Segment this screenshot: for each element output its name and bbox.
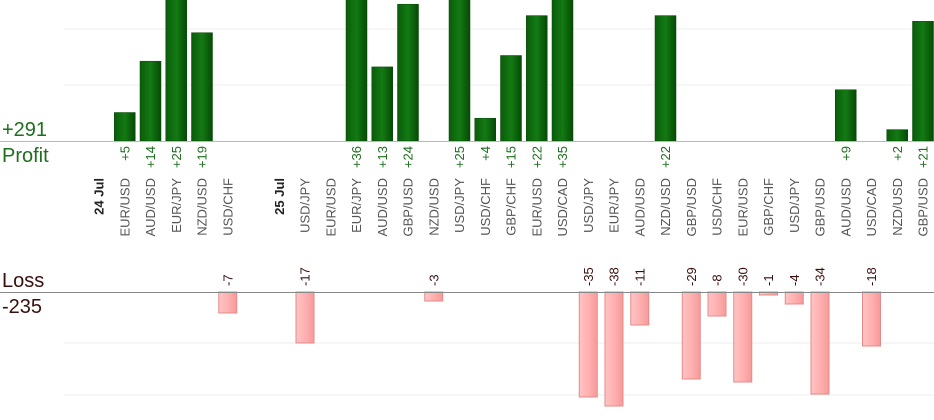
loss-value-label: -4: [787, 274, 802, 286]
profit-value-label: +5: [117, 146, 132, 161]
loss-bar: [218, 291, 238, 314]
loss-value-label: -7: [220, 274, 235, 286]
loss-label: Loss: [2, 270, 45, 292]
profit-bar: [886, 129, 908, 142]
pair-label: USD/JPY: [581, 178, 596, 233]
profit-value-label: +25: [452, 146, 467, 168]
loss-bar: [862, 291, 881, 347]
loss-bar: [630, 291, 650, 326]
profit-value-label: +22: [658, 146, 673, 168]
loss-bar: [424, 291, 444, 302]
loss-bar: [810, 291, 830, 395]
profit-bar: [345, 0, 368, 142]
profit-bar: [835, 89, 857, 142]
date-label: 24 Jul: [92, 178, 107, 215]
pair-label: USD/JPY: [452, 178, 467, 233]
pair-label: USD/CHF: [710, 178, 725, 236]
profit-total: +291: [2, 119, 48, 141]
pair-label: NZD/USD: [890, 178, 905, 236]
pair-label: GBP/CHF: [504, 178, 519, 236]
loss-bar: [578, 291, 598, 398]
pair-label: GBP/USD: [684, 178, 699, 237]
profit-label: Profit: [2, 145, 49, 167]
pair-label: EUR/USD: [117, 178, 132, 237]
profit-value-label: +19: [195, 146, 210, 168]
profit-bar: [139, 60, 162, 142]
pair-label: USD/CHF: [220, 178, 235, 236]
profit-bar: [474, 117, 496, 142]
pair-label: EUR/USD: [735, 178, 750, 237]
profit-bar: [500, 55, 522, 142]
profit-value-label: +13: [375, 146, 390, 168]
pair-label: AUD/USD: [375, 178, 390, 237]
pair-label: GBP/USD: [401, 178, 416, 237]
pair-label: EUR/JPY: [607, 178, 622, 233]
pair-label: EUR/JPY: [349, 178, 364, 233]
profit-bars: [114, 0, 934, 142]
pair-label: NZD/USD: [426, 178, 441, 236]
pair-label: USD/JPY: [298, 178, 313, 233]
pair-label: AUD/USD: [143, 178, 158, 237]
loss-bar: [295, 291, 315, 344]
profit-bar: [165, 0, 187, 142]
profit-value-label: +15: [504, 146, 519, 168]
pair-label: NZD/USD: [658, 178, 673, 236]
loss-value-label: -29: [684, 267, 699, 286]
loss-value-label: -1: [761, 274, 776, 286]
profit-value-label: +22: [529, 146, 544, 168]
loss-value-label: -38: [607, 267, 622, 286]
profit-bar: [654, 15, 677, 142]
loss-value-label: -17: [298, 267, 313, 286]
pair-label: USD/CHF: [478, 178, 493, 236]
profit-bar: [551, 0, 574, 142]
loss-bar: [784, 291, 804, 305]
profit-bar: [114, 112, 136, 142]
pair-label: GBP/CHF: [761, 178, 776, 236]
loss-value-label: -18: [864, 267, 879, 286]
loss-bar: [733, 291, 753, 383]
profit-bar: [448, 0, 471, 142]
loss-bar: [707, 291, 727, 317]
profit-value-label: +14: [143, 146, 158, 168]
loss-value-label: -35: [581, 267, 596, 286]
profit-value-label: +21: [916, 146, 931, 168]
loss-total: -235: [2, 296, 43, 318]
pair-label: EUR/USD: [529, 178, 544, 237]
loss-value-label: -8: [710, 274, 725, 286]
profit-value-label: +35: [555, 146, 570, 168]
profit-value-label: +36: [349, 146, 364, 168]
pair-label: EUR/JPY: [169, 178, 184, 233]
pair-label: GBP/USD: [916, 178, 931, 237]
pair-label: AUD/USD: [838, 178, 853, 237]
loss-value-label: -34: [813, 267, 828, 286]
profit-bar: [912, 21, 934, 142]
loss-value-label: -11: [632, 268, 647, 286]
profit-bar: [397, 3, 419, 142]
category-labels: 24 Jul EUR/USD AUD/USD EUR/JPY NZD/USD USD/CH…: [92, 178, 931, 237]
profit-bar: [371, 66, 393, 142]
pair-label: AUD/USD: [632, 178, 647, 237]
value-labels: +5 +14 +25 +19 -7 -17 +36 +13 +24 -3 +25 +4 +15 +22 +3…: [117, 146, 930, 286]
profit-value-label: +25: [169, 146, 184, 168]
pair-label: GBP/USD: [813, 178, 828, 237]
loss-bars: [218, 291, 881, 407]
pair-label: EUR/USD: [323, 178, 338, 237]
profit-value-label: +2: [890, 146, 905, 161]
loss-bar: [681, 291, 701, 380]
profit-value-label: +4: [478, 146, 493, 161]
pair-label: USD/JPY: [787, 178, 802, 233]
loss-bar: [604, 291, 624, 407]
profit-value-label: +24: [401, 146, 416, 168]
pair-label: USD/CAD: [864, 178, 879, 237]
pair-label: NZD/USD: [195, 178, 210, 236]
loss-value-label: -30: [735, 267, 750, 286]
loss-value-label: -3: [426, 274, 441, 286]
date-label: 25 Jul: [272, 178, 287, 215]
profit-bar: [191, 32, 213, 142]
profit-value-label: +9: [838, 146, 853, 161]
profit-bar: [526, 15, 548, 142]
pair-label: USD/CAD: [555, 178, 570, 237]
